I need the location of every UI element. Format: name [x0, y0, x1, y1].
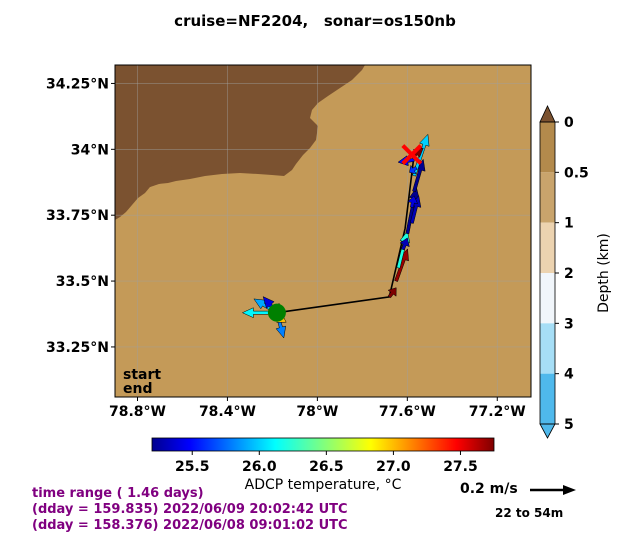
temperature-colorbar-title: ADCP temperature, °C — [244, 477, 402, 493]
depth-colorbar: 0 0.5 1 2 3 4 5 — [539, 105, 589, 439]
start-marker — [267, 303, 286, 322]
lat-tick-label: 33.5°N — [56, 274, 109, 290]
lat-tick-label: 34.25°N — [46, 76, 109, 92]
lon-tick-label: 78.4°W — [199, 404, 256, 420]
current-vector-arrow — [387, 287, 397, 299]
temperature-tick-label: 27.5 — [443, 459, 478, 475]
depth-colorbar-title: Depth (km) — [596, 233, 612, 313]
temperature-tick-label: 26.5 — [309, 459, 344, 475]
lat-tick-label: 34°N — [71, 142, 109, 158]
depth-band — [540, 222, 555, 273]
map-panel: start end — [114, 64, 532, 398]
temperature-tick-label: 25.5 — [175, 459, 210, 475]
end-time-line: (dday = 159.835) 2022/06/09 20:02:42 UTC — [32, 502, 348, 517]
depth-range-label: 22 to 54m — [495, 506, 564, 520]
legend-end-label: end — [123, 381, 152, 397]
depth-colorbar-bottom-extend — [539, 423, 556, 439]
ship-track — [276, 154, 415, 314]
legend-start-label: start — [123, 367, 161, 383]
longitude-axis: 78.8°W 78.4°W 78°W 77.6°W 77.2°W — [109, 397, 526, 420]
depth-tick-label: 0.5 — [564, 165, 589, 181]
lat-tick-label: 33.75°N — [46, 208, 109, 224]
lon-tick-label: 78°W — [296, 404, 338, 420]
time-range-info: time range ( 1.46 days) (dday = 159.835)… — [32, 486, 348, 534]
depth-band — [540, 172, 555, 223]
end-marker — [401, 144, 423, 166]
depth-band — [540, 122, 555, 173]
end-marker-stroke — [401, 144, 423, 166]
lat-tick-label: 33.25°N — [46, 340, 109, 356]
depth-tick-label: 5 — [564, 417, 574, 433]
current-vector-arrow — [407, 195, 419, 208]
temperature-tick-label: 27.0 — [376, 459, 411, 475]
scale-label: 0.2 m/s — [460, 481, 518, 497]
temperature-colorbar: 25.5 26.0 26.5 27.0 27.5 — [151, 437, 495, 475]
lon-tick-label: 77.2°W — [469, 404, 526, 420]
coastline-peninsula — [150, 160, 172, 187]
temperature-tick-label: 26.0 — [242, 459, 277, 475]
plot-title: cruise=NF2204, sonar=os150nb — [174, 12, 456, 30]
time-range-line: time range ( 1.46 days) — [32, 486, 204, 501]
map-gridlines — [115, 65, 531, 397]
lon-tick-label: 78.8°W — [109, 404, 166, 420]
depth-band — [540, 273, 555, 324]
depth-band — [540, 373, 555, 424]
temperature-colorbar-bar — [151, 437, 495, 452]
current-vector-arrow — [409, 164, 418, 175]
depth-tick-label: 4 — [564, 367, 574, 383]
coastline-land — [115, 65, 365, 220]
depth-tick-label: 3 — [564, 316, 574, 332]
lon-tick-label: 77.6°W — [379, 404, 436, 420]
map-frame — [114, 64, 532, 398]
depth-band — [540, 323, 555, 374]
start-time-line: (dday = 158.376) 2022/06/08 09:01:02 UTC — [32, 518, 348, 533]
depth-tick-label: 1 — [564, 216, 574, 232]
current-vector-arrow — [399, 237, 410, 251]
latitude-axis: 34.25°N 34°N 33.75°N 33.5°N 33.25°N — [46, 76, 115, 356]
depth-colorbar-top-extend — [539, 105, 556, 123]
depth-tick-label: 2 — [564, 266, 574, 282]
scale-arrow — [530, 485, 576, 495]
depth-tick-label: 0 — [564, 115, 574, 131]
